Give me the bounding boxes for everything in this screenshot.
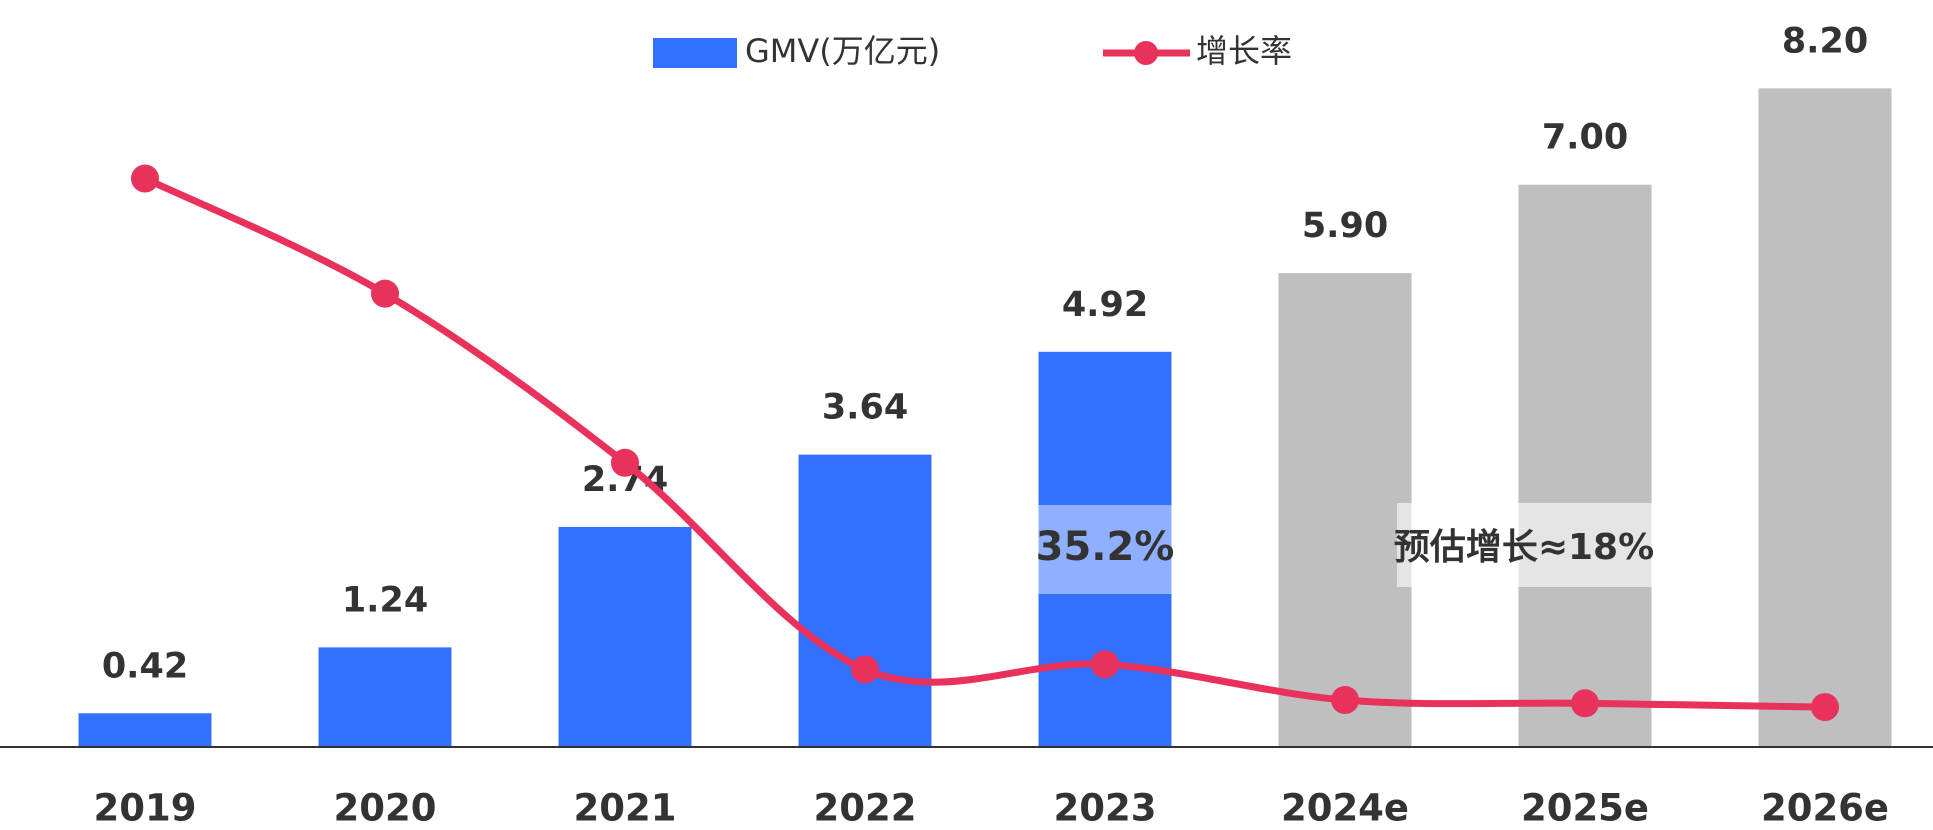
bar (1758, 88, 1892, 747)
bar-value-label: 1.24 (342, 580, 428, 620)
x-tick-label: 2019 (94, 787, 197, 830)
legend-label: GMV(万亿元) (745, 32, 940, 70)
growth-line (143, 175, 1826, 711)
growth-dot (131, 164, 159, 193)
legend-swatch-dot (1134, 41, 1158, 65)
bar-value-label: 7.00 (1542, 118, 1628, 158)
bar-value-label: 8.20 (1782, 21, 1868, 61)
bar (318, 647, 452, 747)
bar (1518, 184, 1652, 747)
bar-value-label: 0.42 (102, 646, 188, 686)
annotation: 预估增长≈18% (1394, 527, 1654, 568)
x-tick-label: 2021 (574, 787, 677, 830)
bar (798, 454, 932, 747)
bar-value-label: 5.90 (1302, 206, 1388, 246)
bar (1038, 351, 1172, 747)
x-tick-label: 2025e (1521, 787, 1649, 830)
growth-dot (371, 279, 399, 308)
x-tick-label: 2024e (1281, 787, 1409, 830)
growth-dot (1091, 650, 1119, 679)
legend-swatch-bar (653, 38, 737, 68)
x-tick-label: 2020 (334, 787, 437, 830)
bar-value-label: 3.64 (822, 388, 908, 428)
growth-dot (611, 448, 639, 477)
legend-label: 增长率 (1196, 32, 1292, 70)
annotation-box (1397, 503, 1652, 587)
x-tick-label: 2026e (1761, 787, 1889, 830)
bar (1278, 273, 1412, 747)
growth-dot (1571, 689, 1599, 718)
x-tick-label: 2023 (1054, 787, 1157, 830)
label-box (1037, 505, 1172, 594)
growth-dot (851, 655, 879, 684)
bar (78, 713, 212, 747)
x-tick-label: 2022 (814, 787, 917, 830)
growth-dot (1811, 693, 1839, 722)
growth-dot (1331, 686, 1359, 715)
bar-value-label: 4.92 (1062, 285, 1148, 325)
growth-value-label: 35.2% (1036, 524, 1175, 570)
bar (558, 526, 692, 747)
